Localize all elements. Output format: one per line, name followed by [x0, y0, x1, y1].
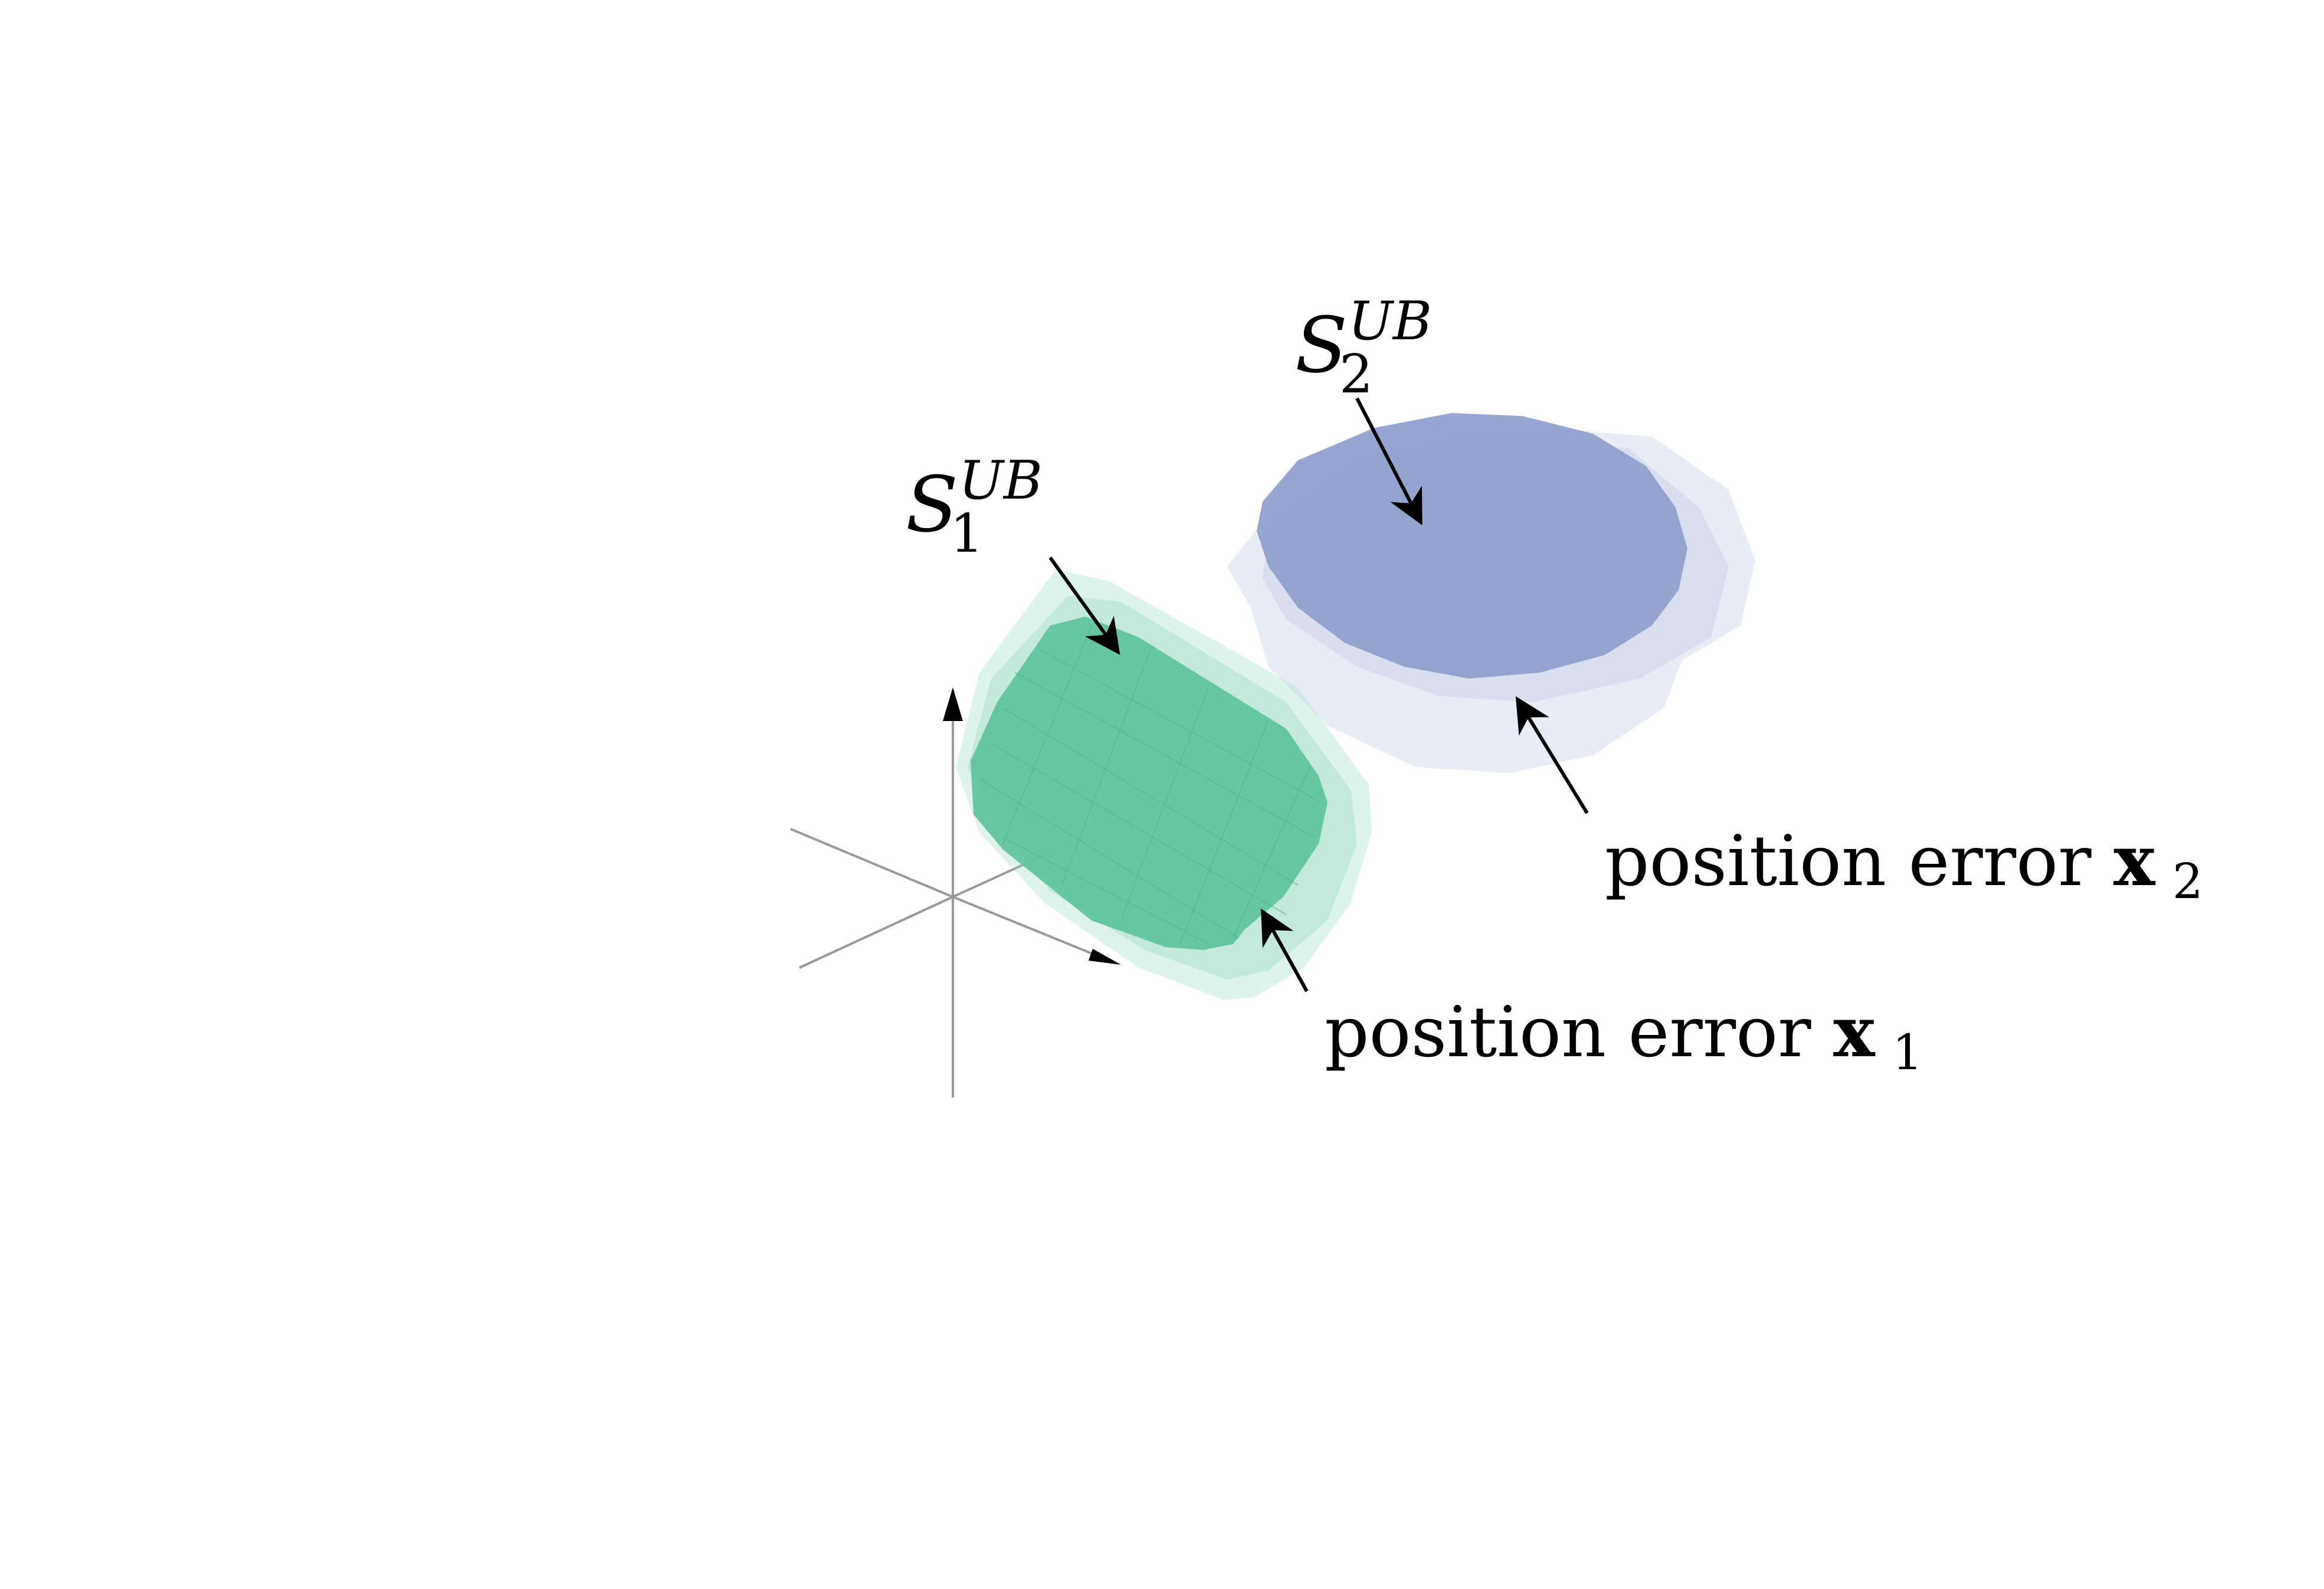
set2-label-sub: 2: [1339, 343, 1373, 405]
y-axis: [799, 896, 953, 969]
x-axis-arrowhead: [1089, 949, 1121, 965]
set2-arrow: [1355, 397, 1422, 526]
set1-label-base: S: [906, 460, 958, 549]
error2-label-text: position error: [1605, 820, 2113, 902]
error2-label-bold: x: [2113, 820, 2156, 902]
set2-label-base: S: [1295, 300, 1348, 390]
error1-arrow: [1261, 908, 1309, 992]
error1-label: position error x 1: [1325, 991, 1923, 1081]
set2-label: S UB 2: [1295, 290, 1435, 405]
x-axis: [790, 828, 953, 898]
error1-label-sub: 1: [1892, 1025, 1923, 1081]
set1-label-sup: UB: [959, 450, 1043, 512]
set1-arrow: [1048, 556, 1120, 655]
error2-label: position error x 2: [1605, 820, 2203, 910]
set2-core: [1257, 413, 1687, 679]
x-axis-back: [952, 896, 1110, 962]
error1-label-text: position error: [1325, 991, 1833, 1073]
set2-label-sup: UB: [1348, 290, 1432, 352]
error2-label-sub: 2: [2172, 854, 2203, 910]
error1-label-bold: x: [1833, 991, 1876, 1073]
axes-3d: [790, 687, 1121, 1097]
set1-label: S UB 1: [906, 450, 1045, 565]
reachable-set-2: [1227, 413, 1755, 773]
error2-arrow: [1515, 696, 1589, 814]
set1-label-sub: 1: [950, 503, 984, 565]
z-axis-arrowhead: [943, 687, 963, 721]
set1-wireframe: [979, 625, 1322, 945]
reachable-set-1: [956, 569, 1372, 1000]
